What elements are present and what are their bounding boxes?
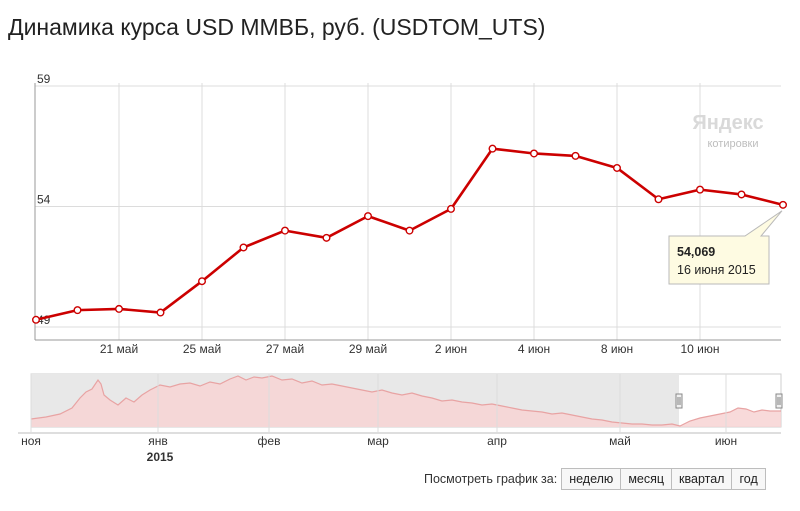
navigator-right-handle[interactable]	[775, 393, 783, 409]
period-week-button[interactable]: неделю	[561, 468, 622, 490]
y-tick-label: 54	[37, 193, 51, 207]
data-point[interactable]	[364, 212, 373, 221]
period-quarter-button[interactable]: квартал	[671, 468, 733, 490]
data-point[interactable]	[239, 243, 248, 252]
navigator-month-label: апр	[487, 434, 507, 448]
navigator-history-area	[31, 376, 781, 427]
x-tick-label: 2 июн	[435, 342, 467, 356]
data-point[interactable]	[447, 204, 456, 213]
period-selector-label: Посмотреть график за:	[424, 472, 558, 486]
navigator-month-label: фев	[258, 434, 281, 448]
data-point[interactable]	[322, 233, 331, 242]
data-point[interactable]	[530, 149, 539, 158]
navigator-history-line	[30, 375, 781, 427]
navigator-month-label: янв	[148, 434, 168, 448]
navigator-month-label: июн	[715, 434, 737, 448]
x-tick-label: 10 июн	[680, 342, 719, 356]
navigator-year-label: 2015	[147, 450, 174, 464]
tooltip-date: 16 июня 2015	[677, 263, 756, 277]
yandex-watermark-subtitle: котировки	[707, 138, 758, 150]
data-point[interactable]	[737, 190, 746, 199]
x-tick-label: 4 июн	[518, 342, 550, 356]
y-tick-label: 59	[37, 72, 51, 86]
data-point[interactable]	[114, 304, 123, 313]
navigator-month-label: мар	[367, 434, 389, 448]
x-tick-label: 8 июн	[601, 342, 633, 356]
period-year-button[interactable]: год	[731, 468, 766, 490]
page-title: Динамика курса USD ММВБ, руб. (USDTOM_UT…	[8, 14, 546, 40]
yandex-watermark-logo: Яндекс	[692, 112, 763, 134]
period-selector: Посмотреть график за: неделю месяц кварт…	[424, 468, 766, 490]
tooltip-value: 54,069	[677, 245, 715, 259]
data-point[interactable]	[73, 306, 82, 315]
data-point[interactable]	[613, 163, 622, 172]
tooltip-box	[668, 210, 783, 285]
x-tick-label: 25 май	[183, 342, 221, 356]
data-point[interactable]	[405, 226, 414, 235]
navigator-month-label: ноя	[21, 434, 41, 448]
data-point[interactable]	[156, 308, 165, 317]
data-point[interactable]	[571, 151, 580, 160]
data-point[interactable]	[281, 226, 290, 235]
data-point[interactable]	[779, 200, 788, 209]
x-tick-label: 21 май	[100, 342, 138, 356]
x-tick-label: 27 май	[266, 342, 304, 356]
navigator-month-label: май	[609, 434, 631, 448]
period-month-button[interactable]: месяц	[620, 468, 673, 490]
x-tick-label: 29 май	[349, 342, 387, 356]
data-point[interactable]	[654, 195, 663, 204]
navigator-left-handle[interactable]	[675, 393, 683, 409]
data-point[interactable]	[32, 315, 41, 324]
data-point[interactable]	[197, 277, 206, 286]
data-point[interactable]	[488, 144, 497, 153]
data-point[interactable]	[696, 185, 705, 194]
